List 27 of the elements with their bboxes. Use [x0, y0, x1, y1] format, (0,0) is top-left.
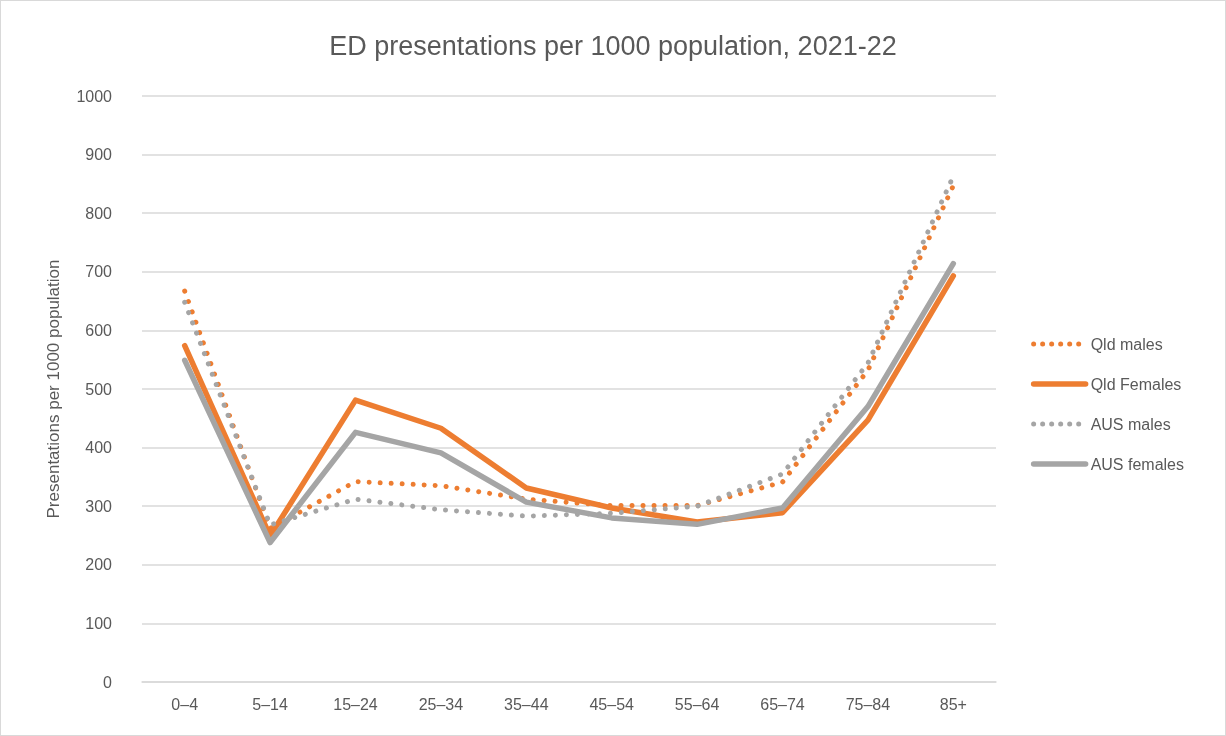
x-tick-label: 55–64 [674, 695, 720, 713]
y-tick-label: 700 [85, 263, 113, 281]
y-tick-label: 200 [85, 556, 113, 574]
x-tick-label: 5–14 [252, 695, 288, 713]
x-tick-label: 15–24 [333, 695, 378, 713]
legend-label: AUS males [1090, 415, 1171, 433]
y-tick-label: 800 [85, 204, 113, 222]
x-tick-label: 0–4 [171, 695, 199, 713]
x-tick-label: 85+ [939, 695, 967, 713]
y-tick-label: 0 [103, 673, 113, 691]
x-tick-label: 45–54 [589, 695, 635, 713]
legend-label: Qld Females [1090, 375, 1182, 393]
x-tick-label: 65–74 [760, 695, 805, 713]
y-tick-label: 900 [85, 146, 113, 164]
y-axis-title: Presentations per 1000 population [44, 259, 63, 519]
x-tick-label: 75–84 [845, 695, 891, 713]
chart-title: ED presentations per 1000 population, 2021-22 [329, 30, 897, 61]
y-tick-label: 600 [85, 321, 113, 339]
y-tick-label: 1000 [76, 87, 113, 105]
y-tick-label: 400 [85, 439, 113, 457]
y-tick-label: 300 [85, 497, 113, 515]
y-tick-label: 500 [85, 380, 113, 398]
legend-label: AUS females [1090, 455, 1185, 473]
legend-label: Qld males [1090, 335, 1163, 353]
y-tick-label: 100 [85, 614, 113, 632]
x-tick-label: 35–44 [504, 695, 549, 713]
x-tick-label: 25–34 [418, 695, 464, 713]
